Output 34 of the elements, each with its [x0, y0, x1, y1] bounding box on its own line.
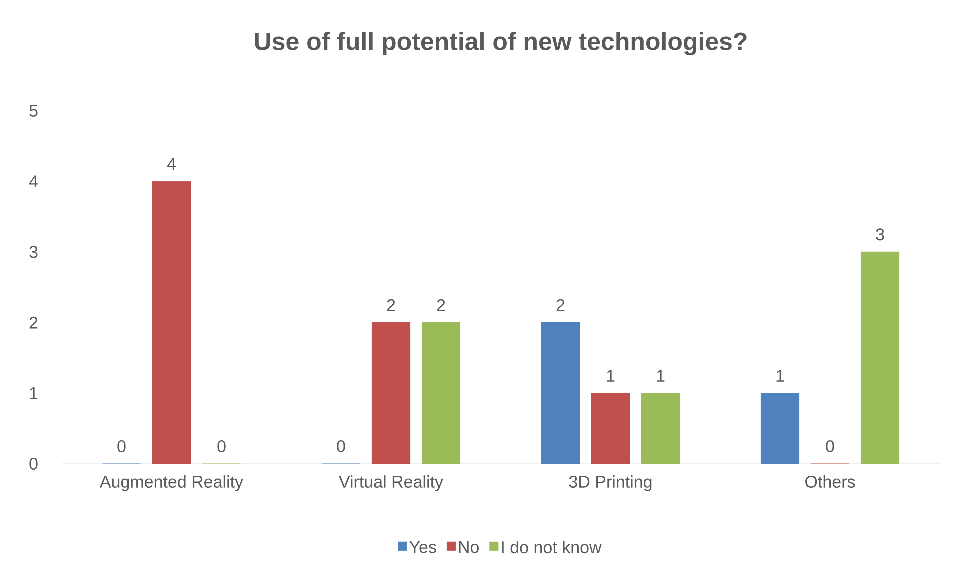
data-label: 2	[437, 299, 446, 312]
bar	[641, 393, 680, 464]
bar	[860, 252, 900, 464]
bar	[591, 393, 630, 464]
bar	[760, 393, 800, 464]
bar	[152, 181, 192, 464]
x-tick-label: 3D Printing	[569, 476, 652, 492]
y-tick-label: 0	[30, 458, 38, 470]
data-label: 0	[337, 440, 346, 452]
x-tick-label: Augmented Reality	[100, 476, 244, 492]
y-tick-label: 4	[29, 176, 38, 188]
legend-label: No	[459, 541, 479, 554]
x-tick-label: Others	[806, 476, 856, 488]
data-label: 0	[218, 440, 226, 452]
y-tick-label: 5	[30, 105, 38, 117]
data-label: 0	[118, 440, 126, 452]
bar	[372, 322, 411, 464]
data-label: 2	[387, 299, 396, 312]
data-label: 3	[876, 228, 884, 241]
x-tick-label: Virtual Reality	[339, 476, 444, 492]
y-tick-label: 1	[30, 388, 38, 400]
data-label: 2	[556, 299, 565, 312]
data-label: 1	[607, 370, 615, 382]
y-tick-label: 2	[30, 316, 38, 329]
data-label: 4	[167, 158, 176, 170]
chart-title: Use of full potential of new technologies?	[255, 32, 747, 56]
data-label: 0	[826, 440, 834, 452]
legend-label: Yes	[410, 541, 436, 554]
data-label: 1	[776, 370, 784, 382]
bar	[422, 322, 461, 464]
legend-label: I do not know	[502, 541, 602, 554]
y-tick-label: 3	[30, 246, 38, 258]
bar	[541, 322, 580, 464]
data-label: 1	[657, 370, 665, 382]
